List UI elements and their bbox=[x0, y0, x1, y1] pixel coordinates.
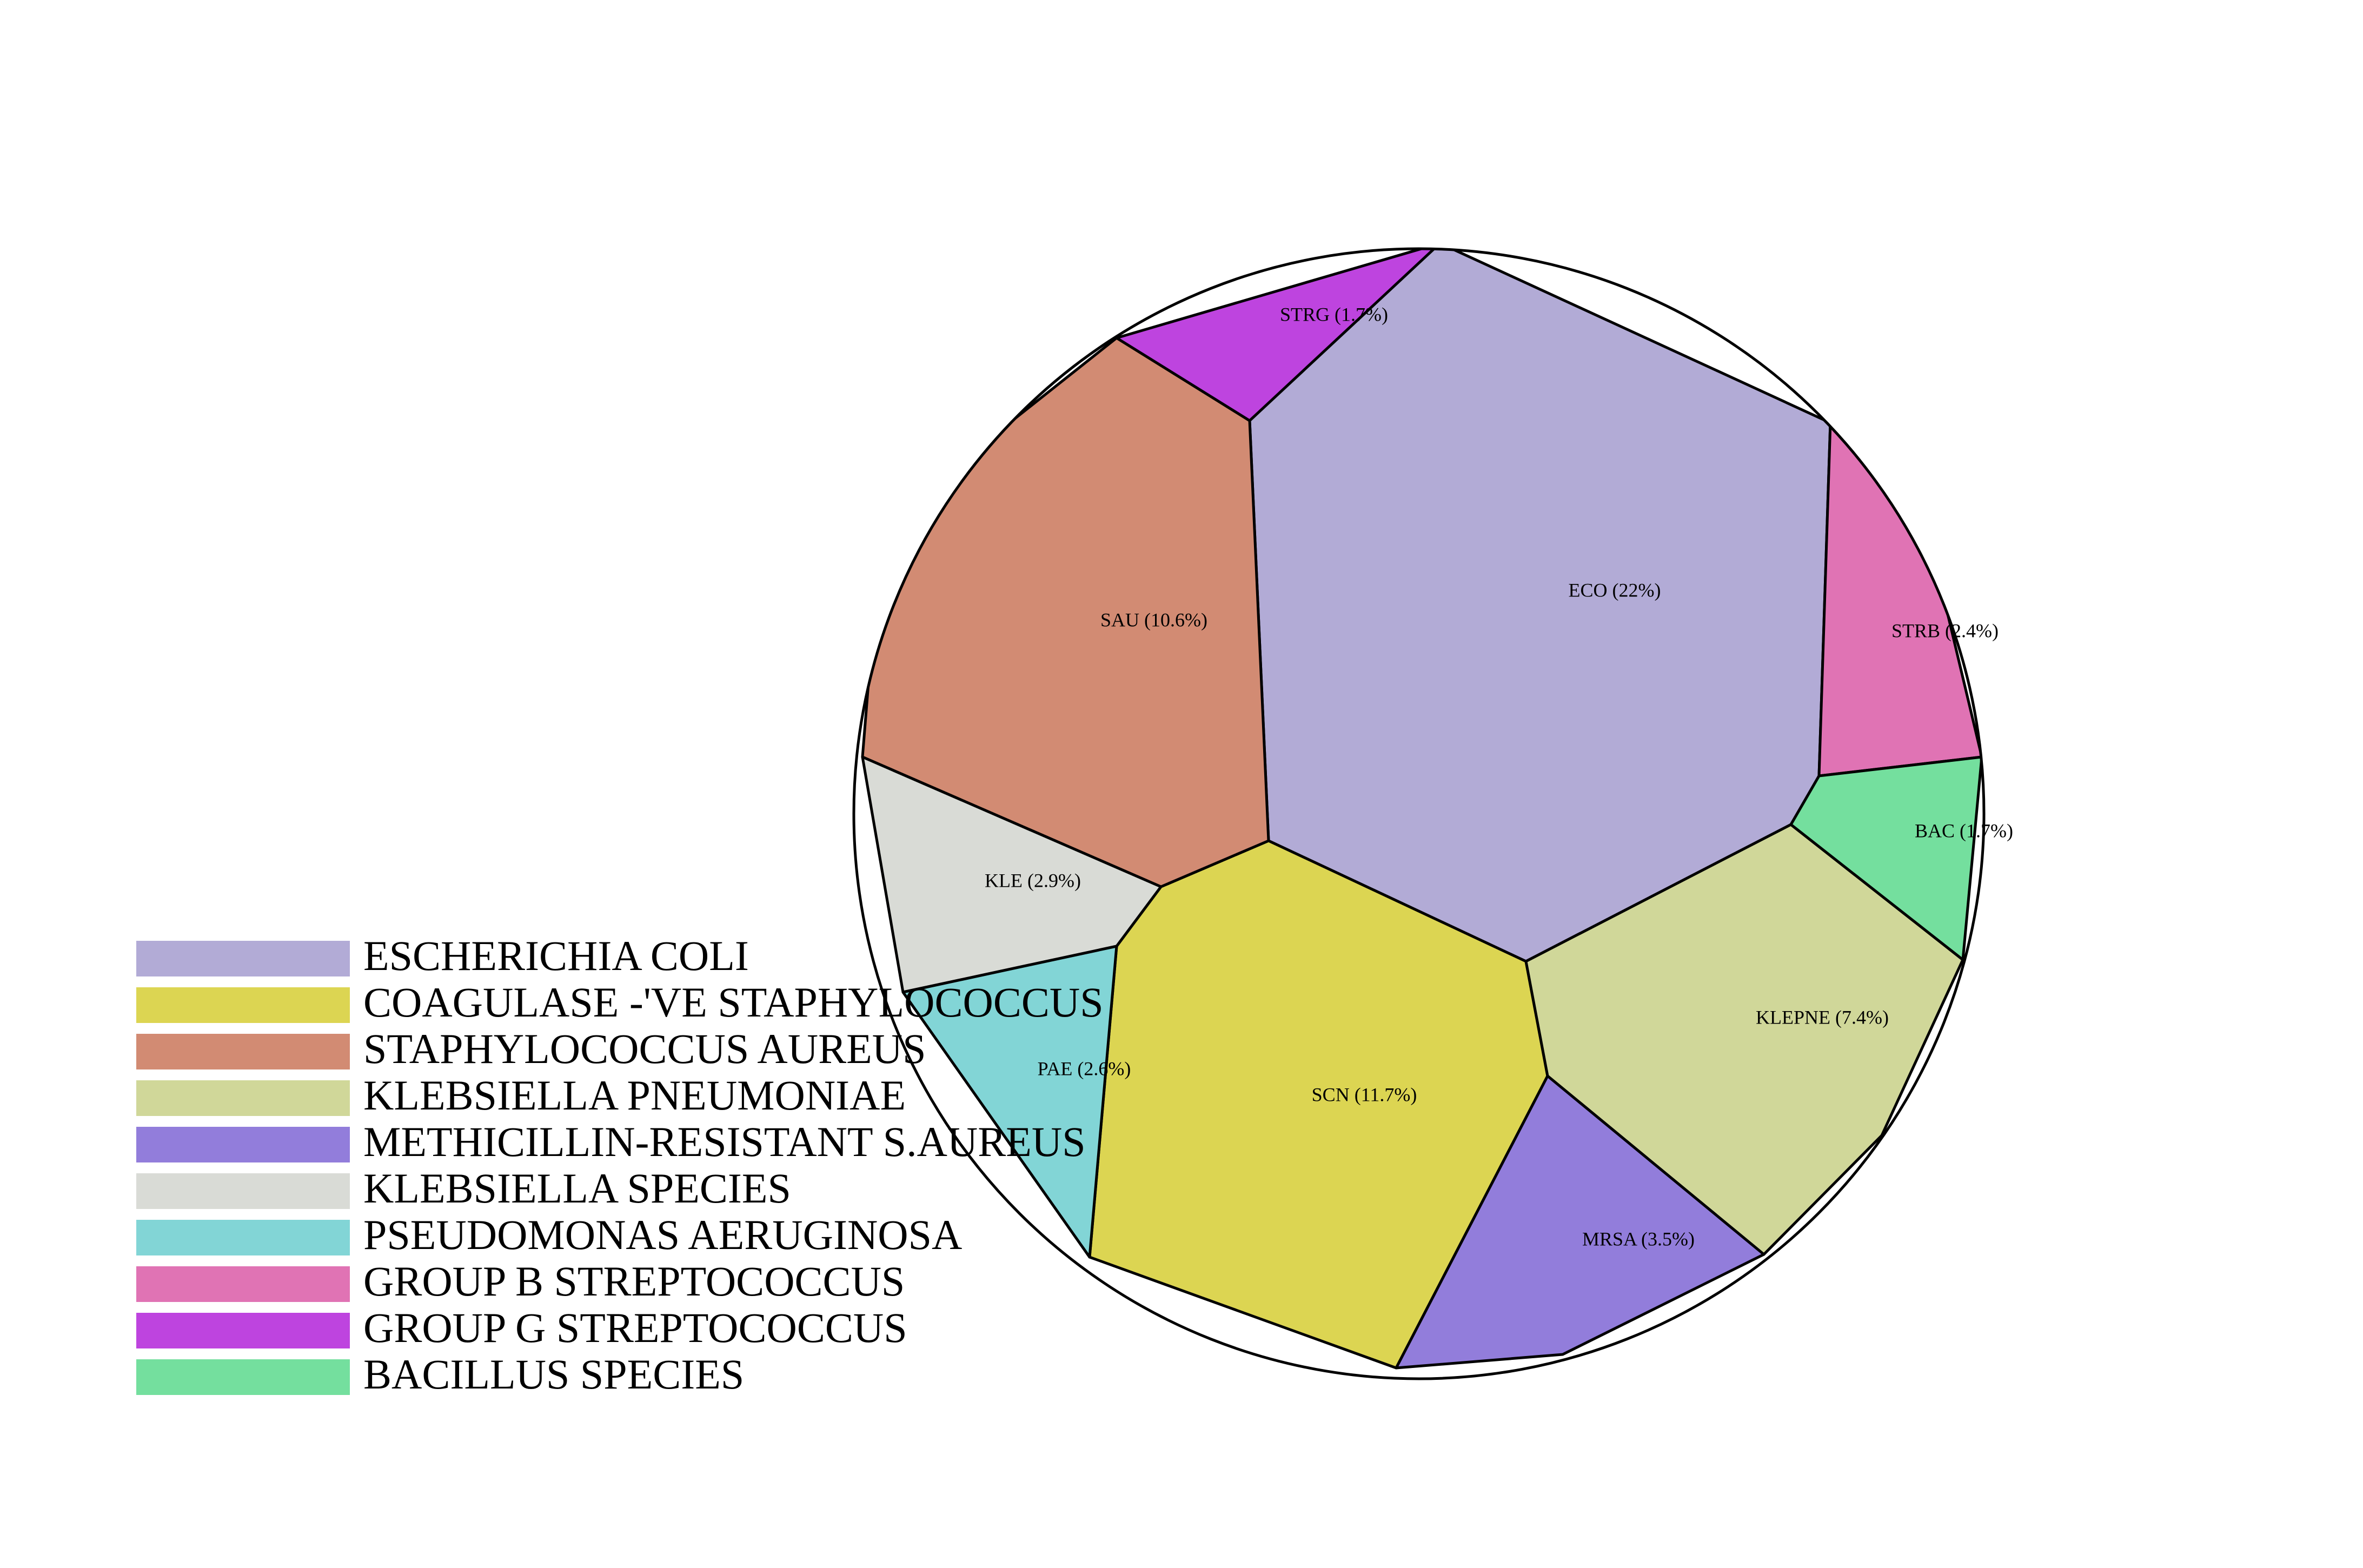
legend-label-pae: PSEUDOMONAS AERUGINOSA bbox=[363, 1211, 962, 1258]
cell-label-kle: KLE (2.9%) bbox=[985, 869, 1081, 891]
cell-label-bac: BAC (1.7%) bbox=[1915, 820, 2013, 841]
cell-mrsa bbox=[1395, 1074, 1765, 1370]
cell-label-scn: SCN (11.7%) bbox=[1312, 1084, 1417, 1105]
legend-label-klepne: KLEBSIELLA PNEUMONIAE bbox=[363, 1072, 906, 1119]
legend-swatch-strg bbox=[136, 1313, 350, 1348]
cell-label-sau: SAU (10.6%) bbox=[1100, 609, 1207, 630]
cell-label-strg: STRG (1.7%) bbox=[1280, 303, 1388, 325]
legend-swatch-sau bbox=[136, 1034, 350, 1069]
cell-strg bbox=[1115, 249, 1442, 422]
legend-label-scn: COAGULASE -'VE STAPHYLOCOCCUS bbox=[363, 979, 1104, 1026]
cell-pae bbox=[901, 945, 1118, 1259]
legend-label-strg: GROUP G STREPTOCOCCUS bbox=[363, 1304, 907, 1351]
legend-swatch-strb bbox=[136, 1266, 350, 1302]
legend-swatch-scn bbox=[136, 987, 350, 1023]
legend-label-sau: STAPHYLOCOCCUS AUREUS bbox=[363, 1025, 926, 1072]
chart-outline bbox=[852, 247, 1986, 1380]
cell-label-pae: PAE (2.6%) bbox=[1038, 1058, 1131, 1079]
legend-swatch-kle bbox=[136, 1173, 350, 1209]
cell-label-strb: STRB (2.4%) bbox=[1891, 620, 1999, 641]
chart-cells bbox=[861, 249, 1983, 1370]
legend-label-kle: KLEBSIELLA SPECIES bbox=[363, 1165, 791, 1212]
legend-label-strb: GROUP B STREPTOCOCCUS bbox=[363, 1258, 905, 1305]
cell-bac bbox=[1789, 755, 1983, 961]
chart-cell-labels: ECO (22%) SCN (11.7%) SAU (10.6%) KLEPNE (7… bbox=[985, 303, 2013, 1250]
legend-swatch-bac bbox=[136, 1359, 350, 1395]
cell-label-klepne: KLEPNE (7.4%) bbox=[1756, 1006, 1889, 1028]
legend-swatch-mrsa bbox=[136, 1127, 350, 1162]
cell-strb bbox=[1817, 421, 1983, 778]
legend-label-mrsa: METHICILLIN-RESISTANT S.AUREUS bbox=[363, 1118, 1086, 1165]
cell-label-mrsa: MRSA (3.5%) bbox=[1582, 1228, 1695, 1250]
legend-swatch-eco bbox=[136, 941, 350, 976]
legend-label-eco: ESCHERICHIA COLI bbox=[363, 932, 749, 979]
legend-swatch-pae bbox=[136, 1220, 350, 1255]
cell-label-eco: ECO (22%) bbox=[1569, 579, 1661, 601]
legend-swatch-klepne bbox=[136, 1080, 350, 1116]
legend-label-bac: BACILLUS SPECIES bbox=[363, 1351, 744, 1398]
